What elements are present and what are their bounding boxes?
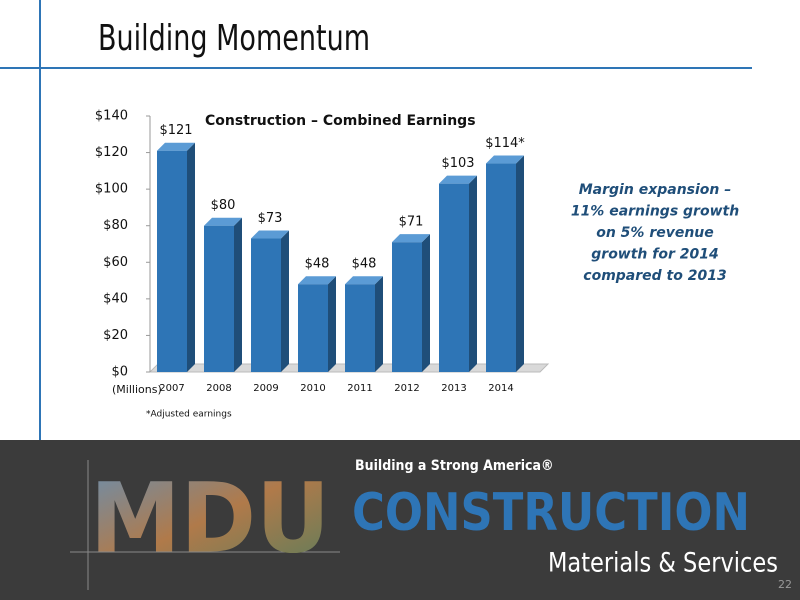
bar <box>204 225 234 372</box>
y-tick-label: $120 <box>95 145 128 160</box>
data-label: $114* <box>485 136 525 151</box>
x-tick-label: 2010 <box>300 383 325 394</box>
bar <box>345 284 375 372</box>
y-tick-label: $140 <box>95 109 128 124</box>
bar-side <box>469 175 477 372</box>
y-tick-label: $100 <box>95 182 128 197</box>
data-label: $73 <box>258 211 283 226</box>
bar-top <box>251 230 289 239</box>
bar-side <box>234 217 242 372</box>
y-tick-label: $60 <box>103 255 128 270</box>
bar-side <box>187 142 195 372</box>
bar-top <box>298 276 336 285</box>
bar-top <box>486 155 524 164</box>
bar-side <box>516 155 524 372</box>
logo-mdu: MDU <box>90 462 330 574</box>
annotation-line: compared to 2013 <box>583 268 726 284</box>
bar-side <box>328 276 336 372</box>
data-label: $121 <box>159 123 192 138</box>
y-tick-label: $0 <box>111 365 128 380</box>
bar-top <box>204 217 242 226</box>
x-tick-label: 2014 <box>488 383 513 394</box>
bar-top <box>345 276 383 285</box>
bar-top <box>392 234 430 243</box>
slide-title: Building Momentum <box>98 18 370 59</box>
chart-title: Construction – Combined Earnings <box>205 113 476 129</box>
logo-construction: CONSTRUCTION <box>352 483 750 543</box>
bar <box>157 150 187 372</box>
y-tick-label: $20 <box>103 328 128 343</box>
x-tick-label: 2011 <box>347 383 372 394</box>
footer-band <box>0 440 800 600</box>
y-tick-label: $40 <box>103 291 128 306</box>
bar-top <box>439 175 477 184</box>
annotation-line: Margin expansion – <box>579 182 732 198</box>
footnote: *Adjusted earnings <box>146 410 232 420</box>
x-tick-label: 2013 <box>441 383 466 394</box>
data-label: $48 <box>305 257 330 272</box>
x-tick-label: 2007 <box>159 383 184 394</box>
y-axis-label: (Millions) <box>112 383 162 396</box>
x-tick-label: 2009 <box>253 383 278 394</box>
bar <box>298 284 328 372</box>
x-tick-label: 2012 <box>394 383 419 394</box>
data-label: $71 <box>399 215 424 230</box>
data-label: $103 <box>441 156 474 171</box>
data-label: $48 <box>352 257 377 272</box>
y-tick-label: $80 <box>103 218 128 233</box>
bar-side <box>422 234 430 372</box>
tagline: Building a Strong America® <box>355 458 554 474</box>
bar <box>486 163 516 372</box>
annotation: Margin expansion – 11% earnings growth on … <box>571 182 739 284</box>
annotation-line: 11% earnings growth <box>571 204 739 220</box>
bar <box>439 183 469 372</box>
bar <box>251 238 281 372</box>
page-number: 22 <box>778 578 792 591</box>
data-label: $80 <box>211 198 236 213</box>
bar-side <box>281 230 289 372</box>
annotation-line: on 5% revenue <box>596 225 714 241</box>
x-tick-label: 2008 <box>206 383 231 394</box>
bar <box>392 242 422 372</box>
logo-subtitle: Materials & Services <box>548 548 778 579</box>
bar-side <box>375 276 383 372</box>
bar-top <box>157 142 195 151</box>
annotation-line: growth for 2014 <box>591 247 718 263</box>
